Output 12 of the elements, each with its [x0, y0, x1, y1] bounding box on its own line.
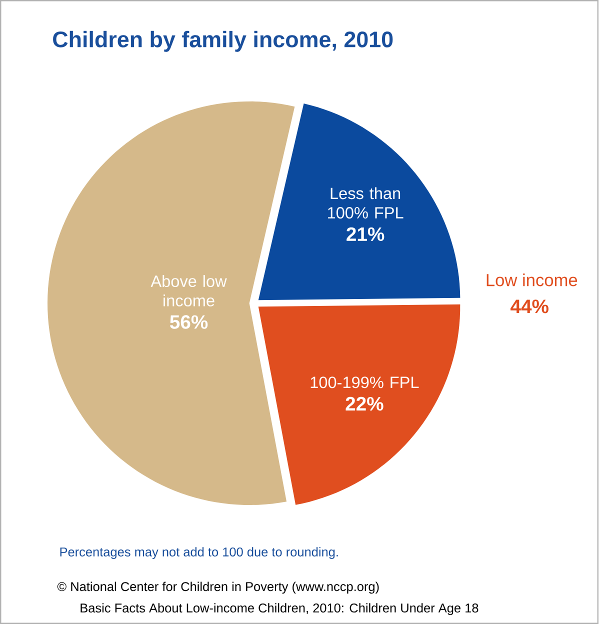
text: 44% — [510, 300, 549, 314]
slice-label: Less than 100% FPL — [328, 187, 404, 219]
slice-label: Above low income — [150, 275, 228, 306]
data-label: 21% — [346, 227, 384, 241]
text: Low income — [487, 274, 578, 286]
text: © National Center for Children in Poverty (www.nccp.org) — [58, 582, 379, 594]
slice-label: 100-199% FPL — [311, 376, 419, 388]
data-label: 22% — [346, 396, 384, 411]
chart-title: Children by family income, 2010 — [53, 30, 393, 52]
text: Basic Facts About Low-income Children, 2010: Children Under Age 18 — [80, 603, 478, 616]
data-label: 56% — [170, 315, 208, 329]
text: Percentages may not add to 100 due to rounding. — [60, 547, 338, 559]
